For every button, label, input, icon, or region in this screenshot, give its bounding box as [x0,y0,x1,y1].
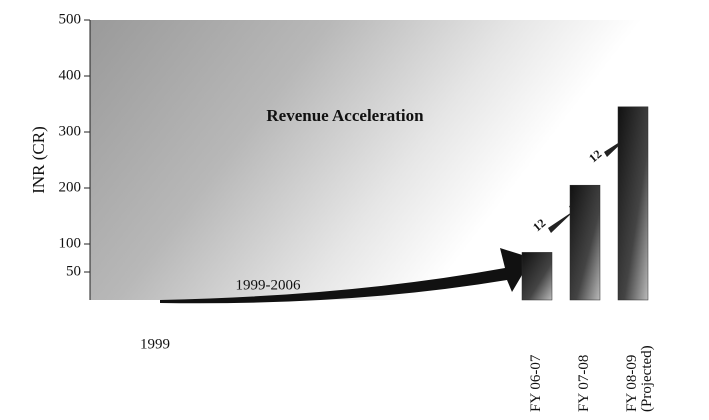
bar [522,252,552,300]
y-tick-label: 100 [59,235,82,251]
x-tick-label: FY 06-07 [529,332,544,412]
y-tick-label: 50 [66,263,81,279]
y-tick-label: 400 [59,67,82,83]
bar [570,185,600,300]
y-tick-label: 500 [59,11,82,27]
period-label: 1999-2006 [236,277,301,293]
x-tick-label: FY 07-08 [577,332,592,412]
y-axis-label: INR (CR) [29,126,48,194]
x-start-label: 1999 [140,336,170,352]
chart-title: Revenue Acceleration [266,106,424,125]
x-tick-label: FY 08-09 (Projected) [625,332,655,412]
chart: Revenue Acceleration INR (CR) 1999 1999-… [0,0,709,420]
chart-page: Revenue Acceleration INR (CR) 1999 1999-… [0,0,709,420]
y-tick-label: 200 [59,179,82,195]
bar [618,107,648,300]
y-tick-label: 300 [59,123,82,139]
background-shade [90,20,705,300]
